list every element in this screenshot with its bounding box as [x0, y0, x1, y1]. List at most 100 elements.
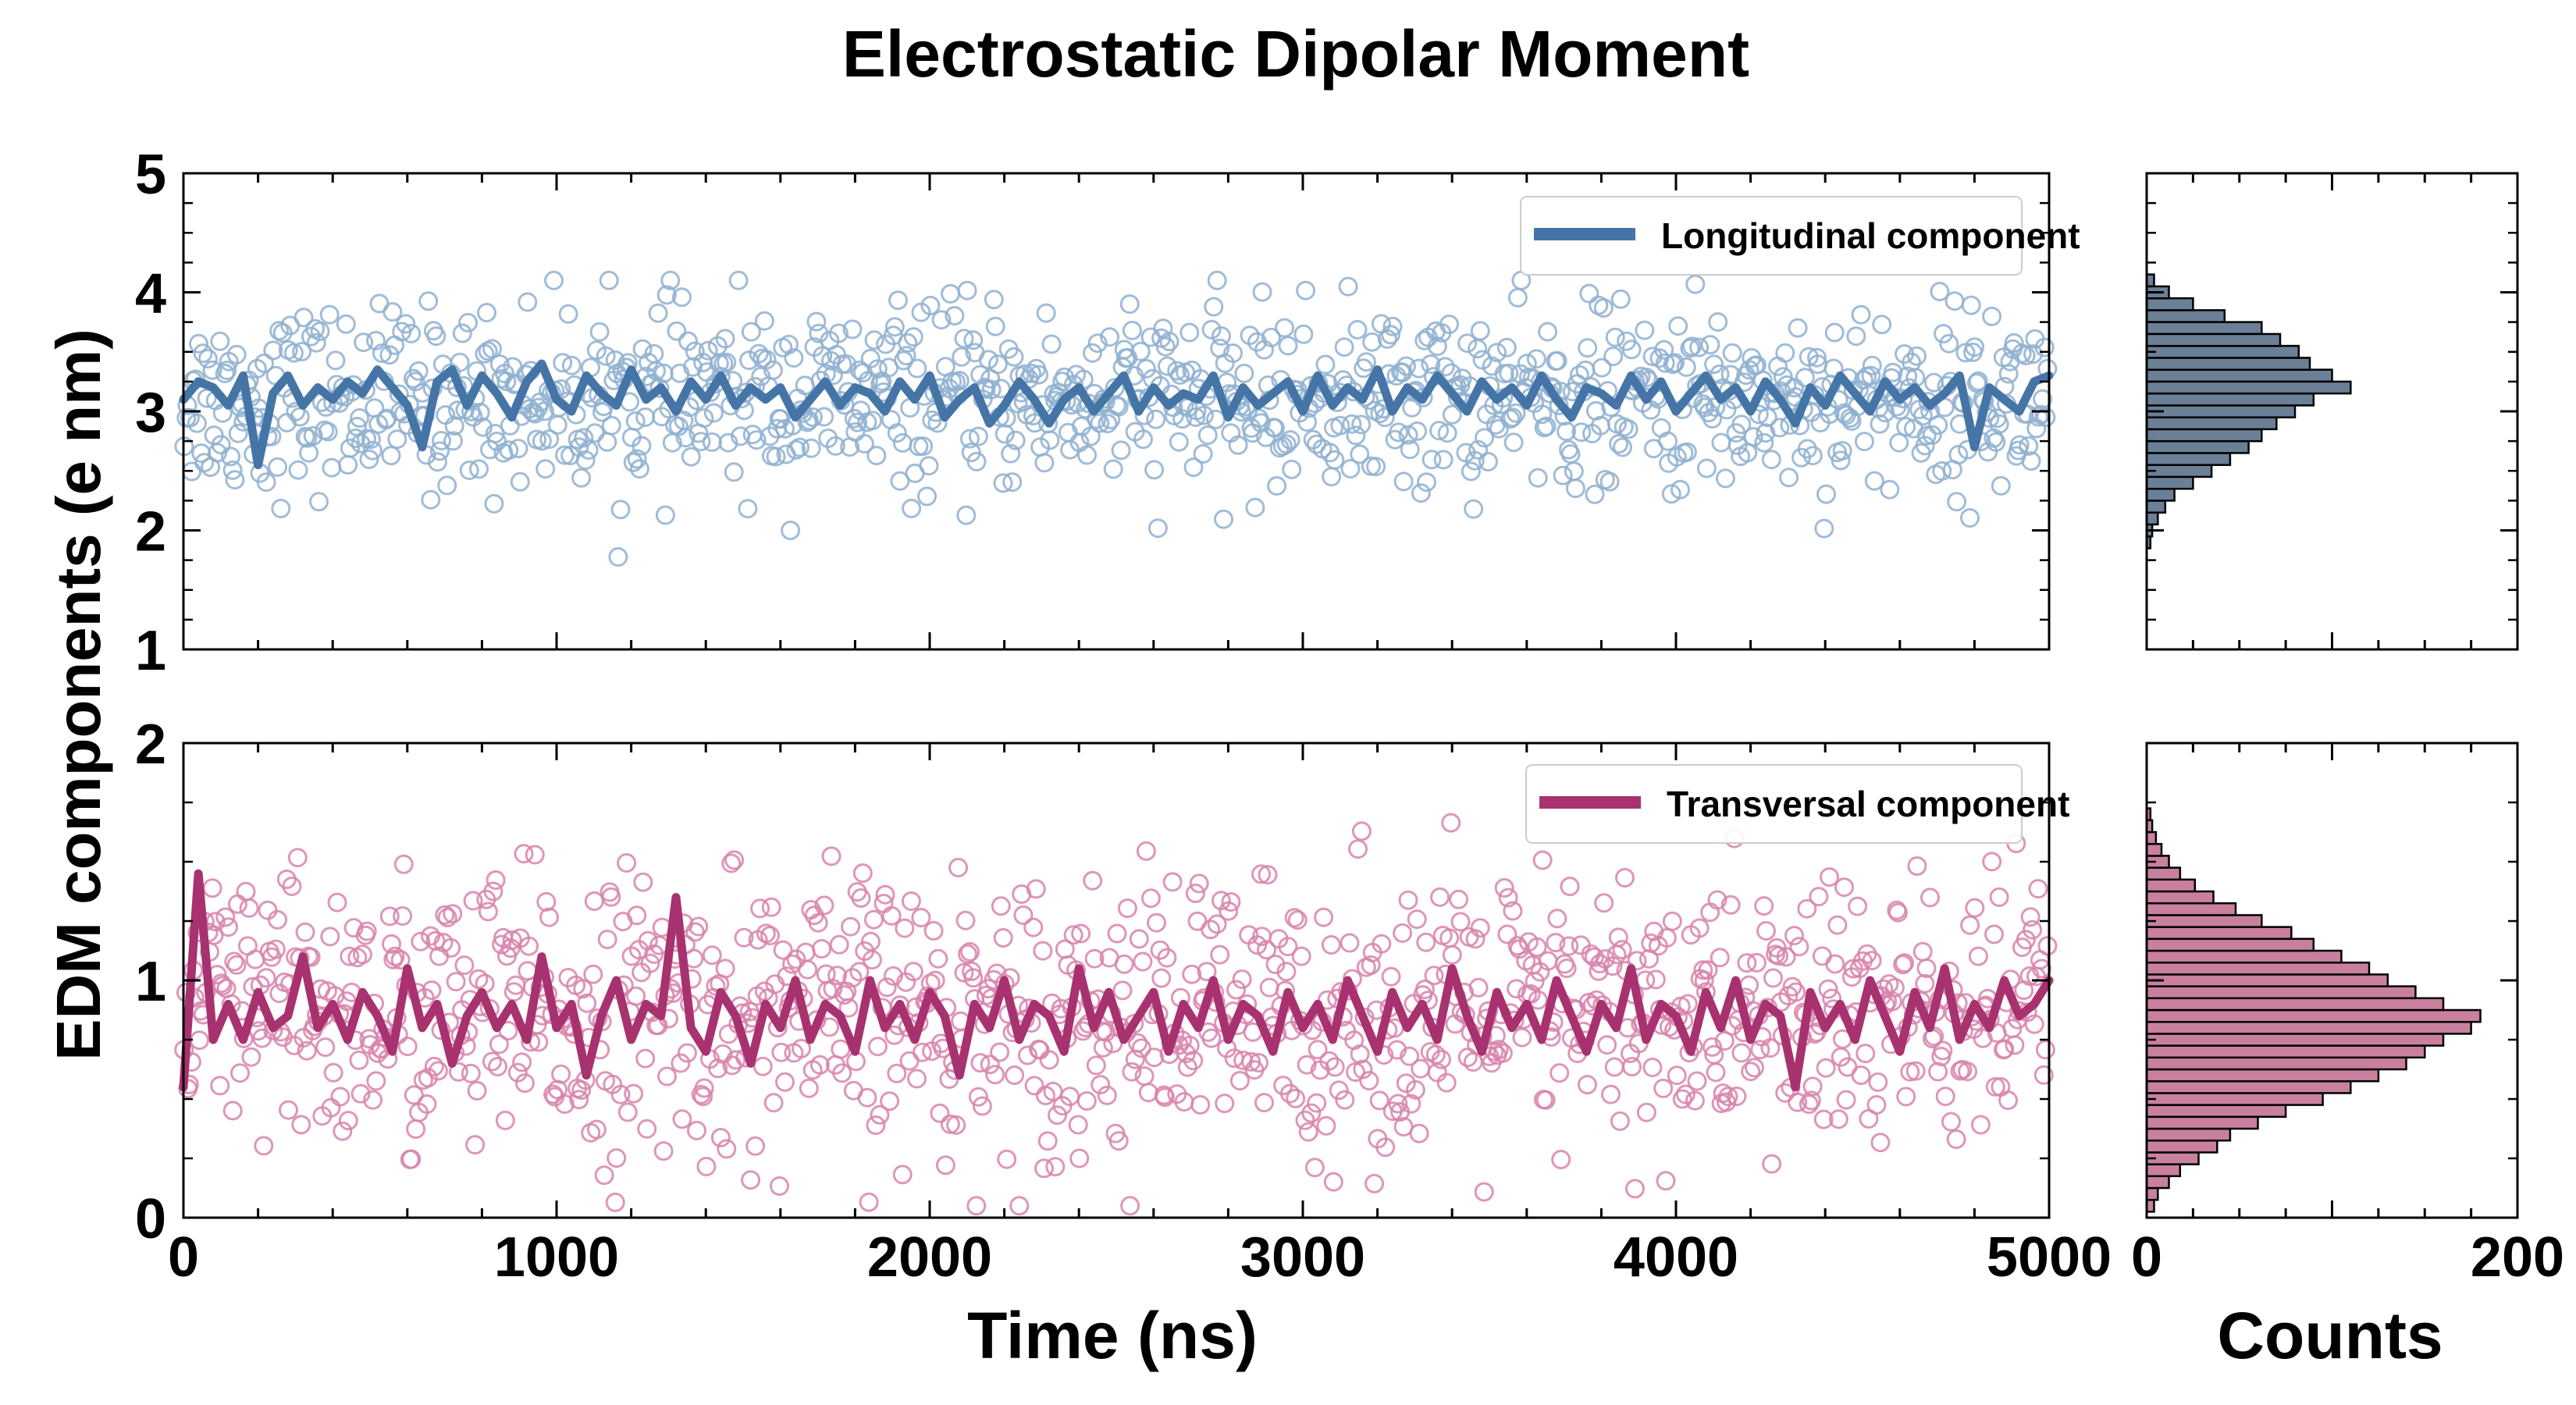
data-point	[925, 923, 942, 940]
data-point	[931, 1104, 948, 1122]
histogram-bar	[2147, 1188, 2158, 1200]
data-point	[1870, 1073, 1887, 1090]
data-point	[831, 936, 848, 953]
data-point	[1142, 890, 1159, 907]
data-point	[1297, 282, 1315, 299]
histogram-bar	[2147, 322, 2261, 334]
data-point	[596, 1167, 613, 1184]
data-point	[1435, 451, 1452, 468]
data-point	[1147, 411, 1165, 428]
data-point	[1610, 929, 1627, 946]
data-point	[332, 1088, 349, 1105]
data-point	[1279, 337, 1297, 354]
data-point	[2000, 1092, 2017, 1109]
data-point	[927, 972, 944, 989]
data-point	[1579, 1076, 1596, 1094]
data-point	[496, 1112, 514, 1129]
data-point	[1816, 520, 1833, 537]
data-point	[903, 500, 920, 517]
data-point	[1534, 852, 1551, 869]
data-point	[1962, 916, 1979, 934]
data-point	[1937, 1088, 1954, 1105]
data-point	[1617, 870, 1634, 887]
data-point	[1935, 325, 1952, 343]
data-point	[1261, 979, 1278, 996]
data-point	[1710, 314, 1727, 331]
data-point	[1698, 460, 1715, 477]
chart-title: Electrostatic Dipolar Moment	[842, 17, 1749, 91]
data-point	[1037, 304, 1055, 322]
data-point	[269, 911, 286, 928]
data-point	[1353, 823, 1370, 840]
data-point	[573, 469, 590, 486]
data-point	[226, 471, 244, 489]
data-point	[1027, 880, 1044, 898]
data-point	[1350, 841, 1367, 858]
data-point	[1276, 319, 1293, 336]
data-point	[1105, 461, 1122, 478]
data-point	[337, 315, 354, 333]
data-point	[323, 459, 340, 476]
data-point	[703, 433, 720, 450]
data-point	[603, 417, 620, 434]
data-point	[627, 413, 644, 430]
data-point	[1340, 278, 1357, 295]
data-point	[1347, 427, 1364, 444]
data-point	[1036, 454, 1053, 471]
data-point	[800, 1080, 817, 1097]
data-point	[1984, 308, 2001, 325]
data-point	[742, 1172, 760, 1189]
data-point	[765, 1094, 782, 1112]
data-point	[1084, 872, 1101, 889]
histogram-bar	[2147, 489, 2175, 500]
data-point	[1233, 971, 1251, 988]
data-point	[2030, 880, 2047, 898]
data-point	[237, 883, 254, 900]
legend-label-transversal: Transversal component	[1667, 784, 2069, 824]
data-point	[992, 898, 1009, 915]
data-point	[549, 416, 566, 433]
data-point	[913, 909, 930, 927]
data-point	[987, 1066, 1004, 1083]
data-point	[511, 473, 528, 490]
data-point	[823, 848, 840, 865]
histogram-bar	[2147, 370, 2332, 382]
data-point	[1827, 955, 1844, 973]
data-point	[1614, 941, 1631, 959]
data-point	[560, 305, 577, 322]
data-point	[395, 855, 412, 873]
data-point	[1738, 955, 1756, 972]
data-point	[649, 304, 667, 322]
data-point	[637, 409, 654, 426]
data-point	[919, 488, 936, 505]
data-point	[991, 1044, 1009, 1061]
hist-x-tick-label: 0	[2131, 1226, 2162, 1289]
data-point	[1817, 1059, 1834, 1076]
data-point	[1581, 285, 1598, 302]
data-point	[1465, 500, 1482, 518]
data-point	[832, 1040, 849, 1058]
data-point	[1992, 477, 2009, 494]
data-point	[229, 895, 247, 912]
data-point	[1084, 344, 1101, 361]
data-point	[1469, 340, 1486, 357]
data-point	[479, 903, 496, 920]
data-point	[1025, 919, 1042, 936]
data-point	[1459, 1049, 1476, 1066]
data-point	[1898, 1088, 1915, 1105]
data-point	[1706, 356, 1723, 373]
data-point	[1553, 1151, 1570, 1168]
data-point	[1707, 1064, 1724, 1081]
data-point	[546, 272, 563, 289]
data-point	[1909, 858, 1926, 875]
data-point	[1872, 1134, 1889, 1151]
histogram-bar	[2147, 998, 2443, 1010]
data-point	[1336, 339, 1353, 356]
data-point	[1786, 927, 1803, 944]
data-point	[1412, 1060, 1429, 1077]
histogram-bar	[2147, 1022, 2471, 1033]
data-point	[610, 549, 627, 566]
data-point	[1205, 298, 1222, 315]
data-point	[682, 448, 699, 465]
data-point	[1668, 1067, 1685, 1084]
